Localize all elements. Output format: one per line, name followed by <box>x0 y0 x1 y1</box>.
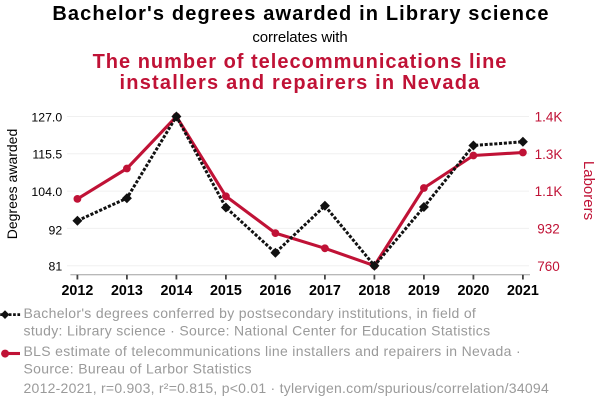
svg-text:2015: 2015 <box>210 283 242 299</box>
svg-text:1.3K: 1.3K <box>535 147 563 162</box>
svg-text:2012: 2012 <box>61 283 93 299</box>
svg-text:Source: Bureau of Larbor Stati: Source: Bureau of Larbor Statistics <box>24 361 252 377</box>
svg-text:92: 92 <box>49 224 63 238</box>
svg-text:2019: 2019 <box>408 283 440 299</box>
svg-text:760: 760 <box>537 259 560 274</box>
svg-text:115.5: 115.5 <box>32 148 62 162</box>
svg-text:2017: 2017 <box>309 283 341 299</box>
svg-text:932: 932 <box>537 222 560 237</box>
svg-text:Degrees awarded: Degrees awarded <box>4 129 20 240</box>
svg-text:2016: 2016 <box>259 283 291 299</box>
svg-text:1.4K: 1.4K <box>535 110 563 125</box>
svg-text:127.0: 127.0 <box>31 110 62 124</box>
svg-text:installers and repairers in Ne: installers and repairers in Nevada <box>120 72 481 94</box>
svg-text:2013: 2013 <box>111 283 143 299</box>
svg-text:Bachelor's degrees awarded in: Bachelor's degrees awarded in Library sc… <box>52 3 549 25</box>
svg-text:2020: 2020 <box>457 283 489 299</box>
svg-text:1.1K: 1.1K <box>535 184 563 199</box>
svg-text:2018: 2018 <box>358 283 390 299</box>
svg-text:104.0: 104.0 <box>31 185 62 199</box>
svg-text:The number of telecommunicatio: The number of telecommunications line <box>93 51 508 73</box>
svg-text:81: 81 <box>49 260 63 274</box>
svg-text:2012-2021, r=0.903, r²=0.815,: 2012-2021, r=0.903, r²=0.815, p<0.01 · t… <box>24 380 549 396</box>
svg-text:correlates with: correlates with <box>252 29 347 46</box>
svg-text:Bachelor's degrees conferred b: Bachelor's degrees conferred by postseco… <box>24 305 477 321</box>
svg-text:2021: 2021 <box>507 283 539 299</box>
svg-text:BLS estimate of telecommunicat: BLS estimate of telecommunications line … <box>24 343 521 359</box>
svg-text:2014: 2014 <box>160 283 192 299</box>
svg-text:study: Library science · Sourc: study: Library science · Source: Nationa… <box>24 323 491 339</box>
svg-text:Laborers: Laborers <box>580 161 597 220</box>
